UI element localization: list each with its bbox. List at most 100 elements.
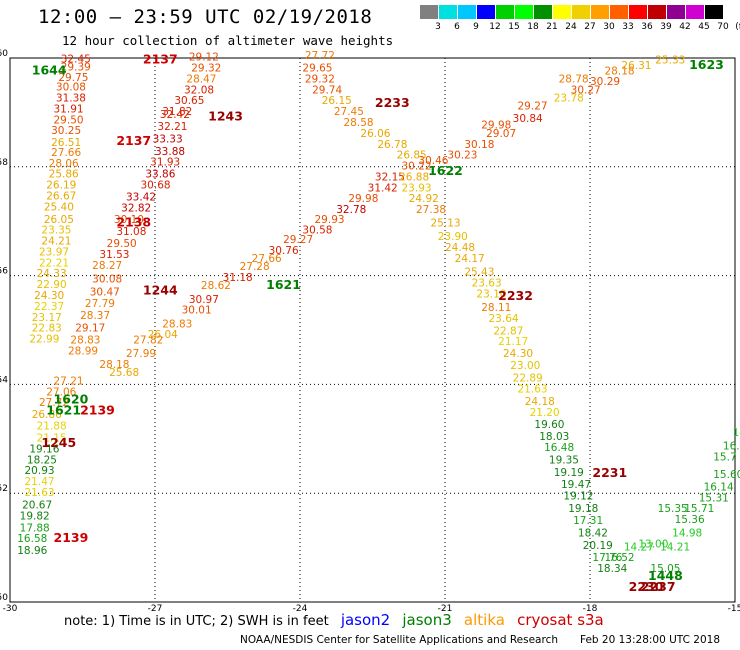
scale-label: 42 — [679, 22, 691, 32]
wave-height-value: 15.35 — [658, 503, 688, 515]
x-tick-label: -21 — [438, 604, 453, 614]
pass-time-label: 1621 — [266, 277, 301, 292]
wave-height-value: 26.86 — [32, 409, 62, 421]
wave-height-value: 15.36 — [675, 514, 705, 526]
wave-height-value: 30.58 — [302, 225, 332, 237]
wave-height-value: 30.76 — [269, 245, 299, 257]
wave-height-value: 24.30 — [34, 290, 64, 302]
wave-height-value: 24.33 — [37, 268, 67, 280]
y-tick-label: 54 — [0, 375, 8, 385]
scale-label: 33 — [622, 22, 634, 32]
pass-time-label: 2138 — [116, 215, 151, 230]
wave-height-value: 29.27 — [518, 101, 548, 113]
wave-height-value: 18.42 — [578, 528, 608, 540]
wave-height-value: 15.31 — [699, 492, 729, 504]
wave-height-value: 19.35 — [549, 454, 579, 466]
wave-height-value: 23.35 — [41, 225, 71, 237]
map-frame — [9, 57, 736, 603]
wave-height-value: 21.88 — [37, 421, 67, 433]
wave-height-value: 22.90 — [37, 279, 67, 291]
wave-height-value: 22.37 — [34, 301, 64, 313]
scale-swatch — [534, 5, 552, 19]
wave-height-value: 16.48 — [544, 442, 574, 454]
altimeter-map: -30-27-24-21-18-15605856545250 32.4529.3… — [0, 49, 740, 614]
wave-height-value: 28.58 — [344, 117, 374, 129]
wave-height-value: 30.18 — [464, 139, 494, 151]
wave-height-value: 26.06 — [360, 128, 390, 140]
wave-height-value: 21.17 — [498, 336, 528, 348]
wave-height-value: 24.92 — [409, 193, 439, 205]
scale-label: 18 — [527, 22, 539, 32]
wave-height-value: 31.93 — [150, 157, 180, 169]
pass-times: 1644 2137 1243 2137 2233 1623 1622 2138 1244 1621… — [32, 51, 724, 594]
wave-height-value: 18.34 — [597, 563, 627, 575]
wave-height-value: 23.00 — [510, 360, 540, 372]
scale-swatch — [515, 5, 533, 19]
pass-time-label: 2137 — [116, 133, 151, 148]
pass-time-label: 2231 — [592, 465, 627, 480]
footer-credit: NOAA/NESDIS Center for Satellite Applica… — [240, 634, 558, 646]
wave-height-value: 29.74 — [312, 84, 342, 96]
map-title: 12:00 – 23:59 UTC 02/19/2018 — [38, 6, 373, 28]
x-tick-label: -27 — [148, 604, 163, 614]
pass-time-label: 1621 — [46, 402, 81, 417]
wave-height-value: 32.82 — [121, 202, 151, 214]
wave-height-value: 33.42 — [126, 192, 156, 204]
wave-height-value: 31.42 — [368, 182, 398, 194]
pass-time-label: 2233 — [375, 95, 410, 110]
wave-height-value: 30.68 — [141, 180, 171, 192]
wave-height-value: 26.31 — [621, 60, 651, 72]
wave-height-value: 30.97 — [189, 294, 219, 306]
wave-height-value: 29.39 — [61, 62, 91, 74]
wave-height-value: 20.19 — [583, 540, 613, 552]
wave-height-value: 28.78 — [559, 73, 589, 85]
wave-height-value: 28.06 — [49, 158, 79, 170]
wave-height-value: 25.40 — [44, 201, 74, 213]
wave-height-value: 23.17 — [32, 312, 62, 324]
wave-height-value: 26.05 — [44, 214, 74, 226]
pass-time-label: 1244 — [143, 283, 178, 298]
wave-height-value: 31.82 — [162, 106, 192, 118]
wave-height-value: 19.12 — [563, 491, 593, 503]
graticule — [10, 58, 735, 602]
satellite-jason2: jason2 — [340, 611, 391, 629]
wave-height-value: 28.99 — [68, 345, 98, 357]
pass-time-label: 2232 — [498, 288, 533, 303]
wave-height-value: 29.12 — [189, 52, 219, 64]
wave-height-value: 24.30 — [503, 348, 533, 360]
scale-label: 45 — [698, 22, 710, 32]
wave-height-value: 26.85 — [397, 150, 427, 162]
wave-height-value: 27.45 — [334, 106, 364, 118]
pass-time-label: 1623 — [689, 57, 724, 72]
wave-height-value: 29.98 — [481, 120, 511, 132]
wave-height-value: 19.82 — [20, 510, 50, 522]
scale-label: 6 — [454, 22, 460, 32]
x-tick-label: -24 — [293, 604, 308, 614]
wave-height-value: 31.18 — [223, 272, 253, 284]
wave-height-value: 30.46 — [418, 155, 448, 167]
scale-label: 12 — [489, 22, 501, 32]
wave-height-value: 23.90 — [438, 231, 468, 243]
pass-time-label: 1644 — [32, 62, 67, 77]
wave-height-value: 17.31 — [573, 515, 603, 527]
wave-height-value: 20.67 — [22, 499, 52, 511]
scale-swatch — [420, 5, 438, 19]
scale-label: 15 — [508, 22, 520, 32]
wave-height-value: 26.88 — [399, 171, 429, 183]
wave-height-value: 30.47 — [90, 287, 120, 299]
scale-label: 9 — [473, 22, 479, 32]
wave-height-value: 24.17 — [455, 253, 485, 265]
wave-height-value: 16.52 — [605, 552, 635, 564]
wave-height-value: 22.87 — [493, 325, 523, 337]
wave-height-value: 29.75 — [58, 72, 88, 84]
scale-label: 21 — [546, 22, 558, 32]
wave-height-value: 27.38 — [416, 204, 446, 216]
wave-height-value: 21.63 — [25, 487, 55, 499]
wave-height-value: 22.99 — [29, 334, 59, 346]
scale-swatch — [686, 5, 704, 19]
wave-height-value: 31.53 — [99, 249, 129, 261]
wave-height-value: 15.71 — [684, 503, 714, 515]
wave-height-value: 32.78 — [336, 204, 366, 216]
wave-height-value: 29.07 — [486, 128, 516, 140]
